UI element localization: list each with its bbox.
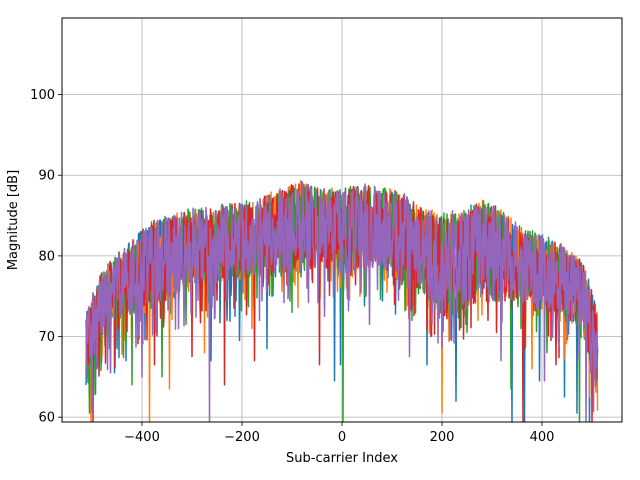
x-tick-label: 200 (430, 430, 455, 445)
x-axis-label: Sub-carrier Index (286, 451, 398, 466)
x-tick-label: 0 (338, 430, 346, 445)
y-tick-label: 60 (38, 411, 55, 426)
series-line-5 (85, 181, 599, 422)
y-tick-label: 100 (30, 88, 55, 103)
x-tick-label: 400 (530, 430, 555, 445)
x-tick-label: −200 (224, 430, 260, 445)
y-axis-label: Magnitude [dB] (6, 170, 21, 270)
y-tick-label: 90 (38, 169, 55, 184)
y-tick-label: 70 (38, 330, 55, 345)
y-tick-label: 80 (38, 249, 55, 264)
plot-series (85, 180, 599, 422)
axis-ticks: −400 −200 0 200 400 60 70 80 90 100 (30, 88, 554, 445)
x-tick-label: −400 (124, 430, 160, 445)
